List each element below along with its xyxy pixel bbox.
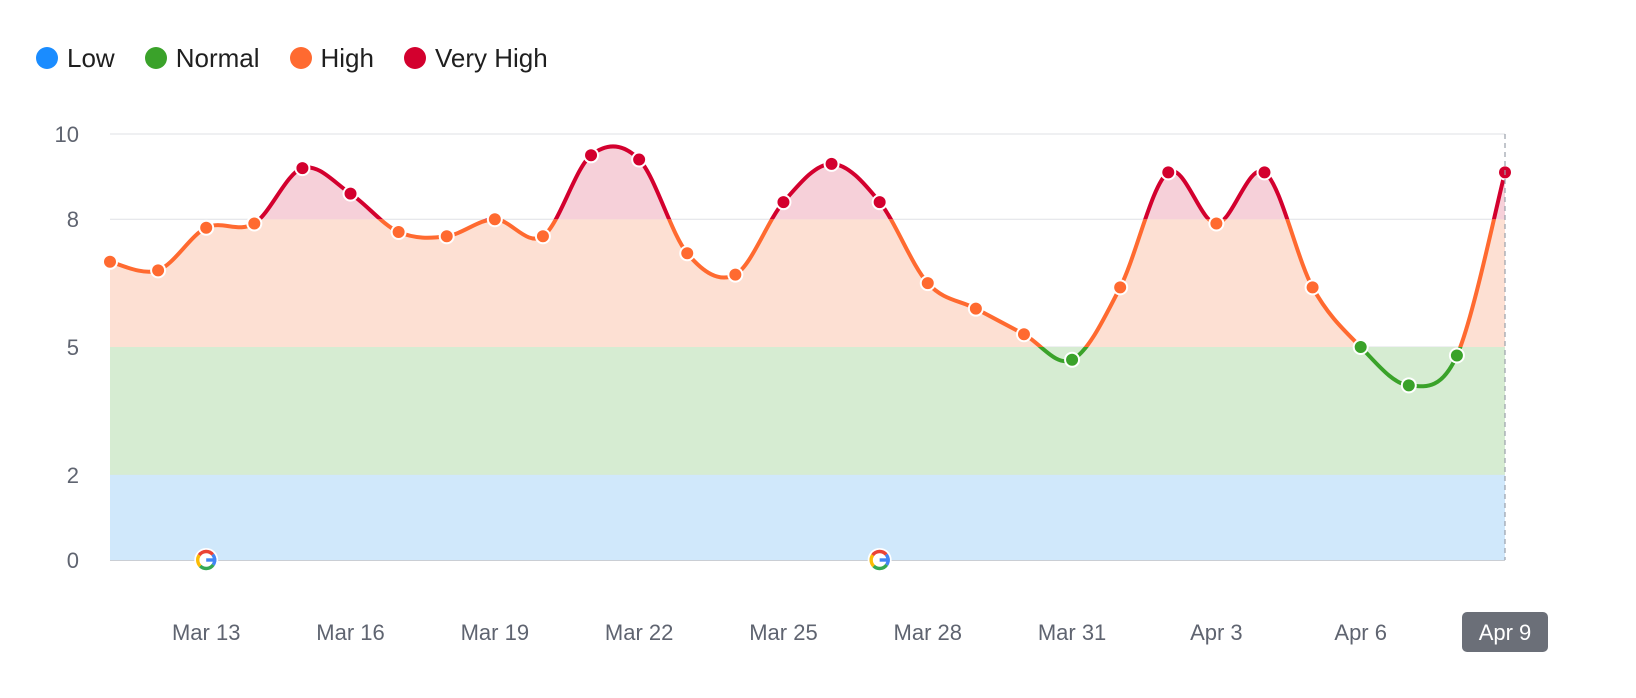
data-point[interactable] — [871, 194, 888, 211]
annotations — [194, 548, 892, 572]
data-point[interactable] — [631, 151, 648, 168]
data-point[interactable] — [775, 194, 792, 211]
legend-label-low: Low — [67, 42, 115, 73]
data-point[interactable] — [198, 219, 215, 236]
legend-item-low[interactable]: Low — [36, 43, 115, 74]
legend-label-high: High — [320, 42, 374, 73]
band-fills — [110, 146, 1505, 560]
legend-item-normal[interactable]: Normal — [144, 42, 260, 74]
band-high — [110, 219, 1505, 347]
legend-dot-normal — [144, 47, 167, 69]
data-point[interactable] — [1256, 164, 1273, 181]
data-point[interactable] — [342, 185, 359, 202]
x-tick-label: Apr 6 — [1334, 620, 1387, 645]
data-point[interactable] — [919, 275, 936, 292]
legend-item-very-high[interactable]: Very High — [403, 42, 548, 74]
legend-dot-very-high — [403, 47, 426, 69]
x-tick-label: Mar 31 — [1038, 620, 1106, 645]
data-point[interactable] — [390, 223, 407, 240]
data-point[interactable] — [1064, 351, 1081, 368]
y-tick-label: 10 — [55, 122, 79, 147]
data-point[interactable] — [1208, 215, 1225, 232]
series-line-high — [110, 219, 1497, 347]
x-tick-label: Mar 25 — [749, 620, 817, 645]
band-low — [110, 474, 1505, 560]
x-tick-label: Mar 22 — [605, 620, 673, 645]
x-highlight-label: Apr 9 — [1462, 612, 1548, 652]
data-point[interactable] — [583, 147, 600, 164]
y-tick-label: 5 — [67, 335, 79, 360]
data-point[interactable] — [1400, 377, 1417, 394]
data-point[interactable] — [246, 215, 263, 232]
y-tick-label: 2 — [67, 463, 79, 488]
data-point[interactable] — [102, 253, 118, 270]
tooltip-label: Apr 9 — [1479, 620, 1532, 645]
legend-label-normal: Normal — [175, 42, 260, 73]
data-point[interactable] — [679, 245, 696, 262]
x-tick-label: Mar 13 — [172, 620, 240, 645]
x-tick-label: Apr 3 — [1190, 620, 1243, 645]
x-tick-label: Mar 28 — [894, 620, 962, 645]
series-line-very-high — [256, 144, 1505, 220]
x-tick-label: Mar 16 — [316, 620, 384, 645]
data-point[interactable] — [967, 300, 984, 317]
axes: 0 2 5 8 10 Mar 13 Mar 16 Mar 19 Mar 22 Mar 25 Mar … — [55, 122, 1548, 652]
data-point[interactable] — [534, 228, 551, 245]
data-point[interactable] — [1015, 326, 1032, 343]
series-markers — [102, 147, 1513, 394]
tooltip-bg — [1462, 612, 1548, 652]
data-point[interactable] — [486, 211, 503, 228]
y-tick-label: 0 — [67, 548, 79, 573]
data-point[interactable] — [1160, 164, 1177, 181]
data-point[interactable] — [438, 228, 455, 245]
chart-legend: Low Normal High Very High — [36, 40, 578, 76]
series-line — [110, 144, 1505, 389]
data-point[interactable] — [1352, 339, 1369, 355]
x-tick-label: Mar 19 — [461, 620, 529, 645]
data-point[interactable] — [1112, 279, 1129, 296]
data-point[interactable] — [1304, 279, 1321, 296]
google-icon[interactable] — [194, 548, 219, 572]
legend-item-high[interactable]: High — [289, 42, 374, 74]
y-tick-label: 8 — [67, 207, 79, 232]
data-point[interactable] — [294, 160, 311, 177]
legend-dot-high — [289, 47, 312, 69]
band-normal — [110, 347, 1505, 475]
legend-dot-low — [36, 47, 58, 69]
google-icon[interactable] — [867, 548, 892, 572]
data-point[interactable] — [150, 262, 167, 279]
data-point[interactable] — [727, 266, 744, 283]
legend-label-very-high: Very High — [434, 42, 548, 73]
data-point[interactable] — [1448, 347, 1465, 364]
data-point[interactable] — [823, 155, 840, 172]
